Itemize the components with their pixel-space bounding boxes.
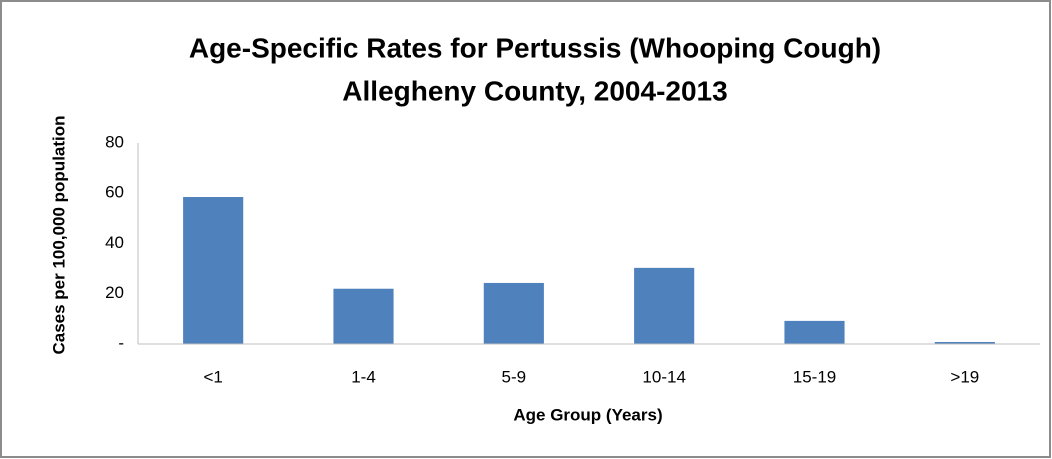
x-tick-label: >19 <box>950 367 979 386</box>
bar <box>483 282 544 344</box>
x-axis-label: Age Group (Years) <box>513 405 662 424</box>
x-tick-label: 5-9 <box>502 367 527 386</box>
bar <box>784 320 845 344</box>
y-tick-label: 20 <box>105 283 124 302</box>
bar <box>934 341 995 344</box>
x-tick-label: 1-4 <box>351 367 376 386</box>
bar <box>333 288 394 344</box>
y-tick-label: 60 <box>105 183 124 202</box>
y-axis-label: Cases per 100,000 population <box>49 115 68 354</box>
y-tick-label: 40 <box>105 233 124 252</box>
x-tick-label: <1 <box>203 367 222 386</box>
chart-title: Allegheny County, 2004-2013 <box>342 75 727 106</box>
x-tick-label: 10-14 <box>642 367 685 386</box>
y-tick-label: - <box>118 333 124 352</box>
y-tick-label: 80 <box>105 132 124 151</box>
x-tick-label: 15-19 <box>793 367 836 386</box>
chart-title: Age-Specific Rates for Pertussis (Whoopi… <box>189 32 881 63</box>
bar <box>183 197 244 344</box>
bar <box>634 267 695 344</box>
